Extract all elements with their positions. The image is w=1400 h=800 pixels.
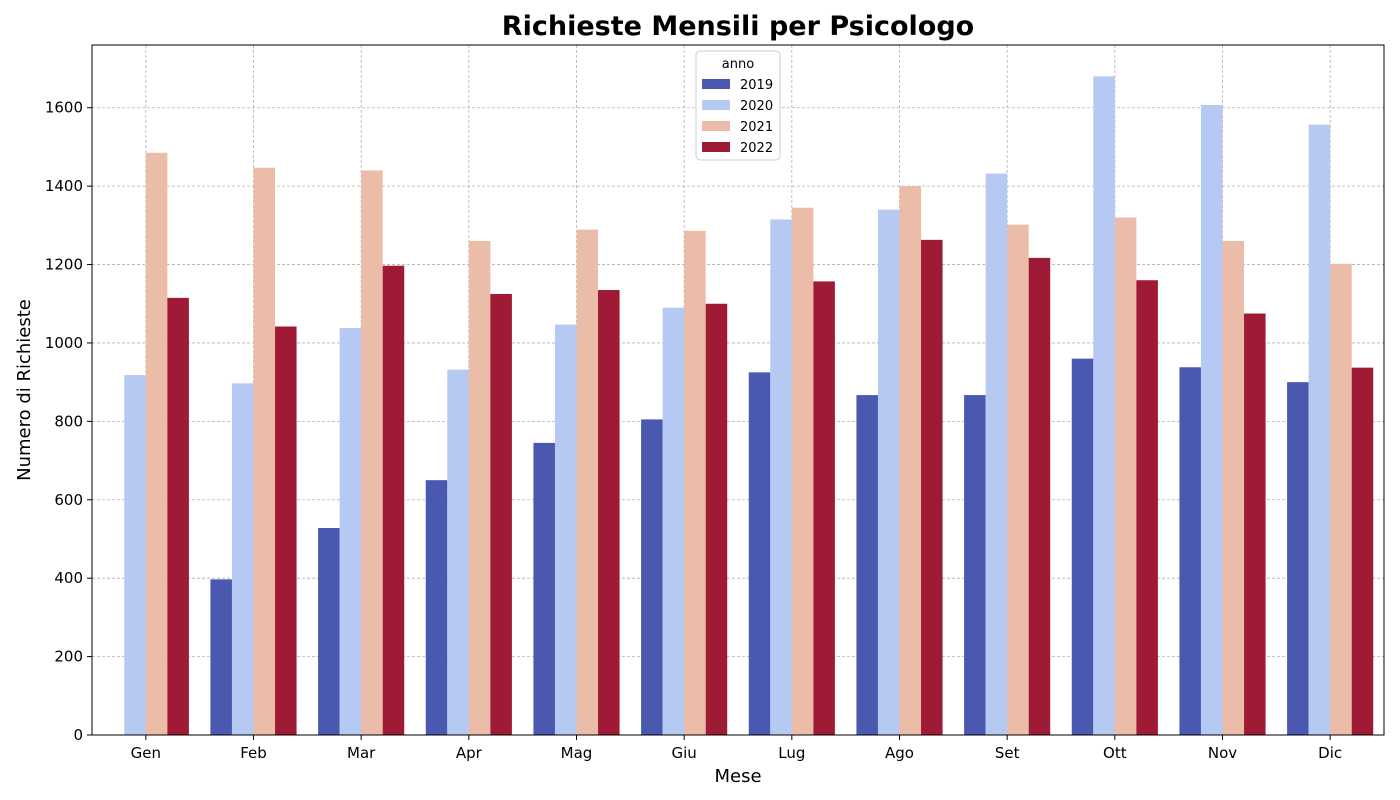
legend-box xyxy=(695,50,781,161)
bar-2020-dic xyxy=(1308,124,1331,736)
y-tick-label: 400 xyxy=(54,569,83,587)
bar-2020-apr xyxy=(447,369,469,735)
bar-2021-ago xyxy=(899,186,922,736)
legend-items: 2019 2020 2021 2022 xyxy=(702,78,773,156)
x-tick-label: Dic xyxy=(1318,744,1342,762)
x-tick-label: Ott xyxy=(1103,744,1127,762)
bar-2022-feb xyxy=(275,326,297,735)
y-tick-label: 1200 xyxy=(45,256,83,274)
bars xyxy=(124,76,1374,736)
bar-2020-nov xyxy=(1200,104,1223,735)
bar-2020-lug xyxy=(770,219,792,736)
x-tick-label: Set xyxy=(995,744,1020,762)
bar-2022-set xyxy=(1028,257,1051,735)
bar-2022-apr xyxy=(490,293,512,735)
legend-swatch-2020 xyxy=(702,100,730,110)
bar-2021-nov xyxy=(1222,241,1245,736)
legend-label-2021: 2021 xyxy=(740,120,773,135)
bar-2022-mar xyxy=(382,265,405,735)
bar-2022-lug xyxy=(813,281,835,735)
legend-label-2019: 2019 xyxy=(740,78,773,93)
bar-2019-set xyxy=(964,395,986,735)
bar-2021-dic xyxy=(1330,263,1352,735)
legend-label-2020: 2020 xyxy=(740,99,773,114)
bar-2019-ago xyxy=(856,395,878,735)
bar-2021-mag xyxy=(576,229,599,735)
y-axis: 0 200 400 600 800 1000 1200 1400 1600 xyxy=(45,99,92,744)
x-tick-label: Mar xyxy=(347,744,376,762)
bar-2021-ott xyxy=(1114,217,1137,735)
legend-swatch-2021 xyxy=(702,121,730,131)
legend-swatch-2019 xyxy=(702,79,730,89)
legend-label-2022: 2022 xyxy=(740,141,773,156)
bar-2020-mag xyxy=(554,324,577,735)
bar-2020-mar xyxy=(339,328,362,735)
y-tick-label: 800 xyxy=(54,412,83,430)
bar-2021-giu xyxy=(684,230,706,736)
x-axis-label: Mese xyxy=(714,766,761,787)
bar-2019-nov xyxy=(1179,367,1201,735)
bar-2020-ago xyxy=(877,209,900,736)
bar-2019-giu xyxy=(641,419,663,735)
y-tick-label: 1600 xyxy=(45,99,83,117)
bar-2022-gen xyxy=(167,297,189,735)
bar-2022-mag xyxy=(598,290,620,735)
bar-2019-ott xyxy=(1071,358,1094,735)
bar-2020-gen xyxy=(124,375,146,735)
x-tick-label: Gen xyxy=(131,744,161,762)
y-tick-label: 600 xyxy=(54,491,83,509)
bar-2022-nov xyxy=(1244,313,1266,735)
bar-2020-giu xyxy=(662,307,685,735)
bar-2021-apr xyxy=(468,241,491,736)
bar-2020-set xyxy=(985,173,1008,735)
bar-2019-mag xyxy=(533,442,555,735)
bar-2022-ott xyxy=(1136,280,1158,735)
bar-2019-lug xyxy=(748,372,771,735)
plot-frame xyxy=(91,44,1385,736)
bar-2020-feb xyxy=(231,383,254,735)
x-tick-label: Giu xyxy=(672,744,697,762)
bar-2021-lug xyxy=(791,207,814,736)
bar-2019-mar xyxy=(318,528,340,735)
x-tick-label: Nov xyxy=(1208,744,1237,762)
bar-2021-gen xyxy=(145,152,168,735)
x-tick-label: Ago xyxy=(885,744,914,762)
bar-2021-set xyxy=(1007,224,1029,735)
x-axis: Gen Feb Mar Apr Mag Giu Lug Ago Set Ott Nov Dic xyxy=(131,735,1342,762)
legend: anno 2019 2020 2021 2022 xyxy=(695,50,781,161)
y-tick-label: 1400 xyxy=(45,177,83,195)
x-tick-label: Lug xyxy=(778,744,805,762)
bar-2022-dic xyxy=(1351,367,1374,735)
legend-title: anno xyxy=(722,57,754,72)
bar-2019-dic xyxy=(1287,382,1309,735)
bar-2022-ago xyxy=(921,239,943,735)
y-tick-label: 0 xyxy=(73,726,83,744)
chart-title: Richieste Mensili per Psicologo xyxy=(502,11,974,42)
x-tick-label: Mag xyxy=(561,744,593,762)
y-axis-label: Numero di Richieste xyxy=(14,299,35,481)
y-tick-label: 1000 xyxy=(45,334,83,352)
x-tick-label: Apr xyxy=(456,744,483,762)
bar-2019-feb xyxy=(210,579,232,735)
bar-2021-mar xyxy=(361,170,383,736)
legend-swatch-2022 xyxy=(702,142,730,152)
y-tick-label: 200 xyxy=(54,648,83,666)
bar-2022-giu xyxy=(705,303,728,735)
bar-2021-feb xyxy=(253,167,276,736)
bar-2019-apr xyxy=(425,480,448,735)
x-tick-label: Feb xyxy=(240,744,267,762)
bar-2020-ott xyxy=(1093,76,1115,735)
